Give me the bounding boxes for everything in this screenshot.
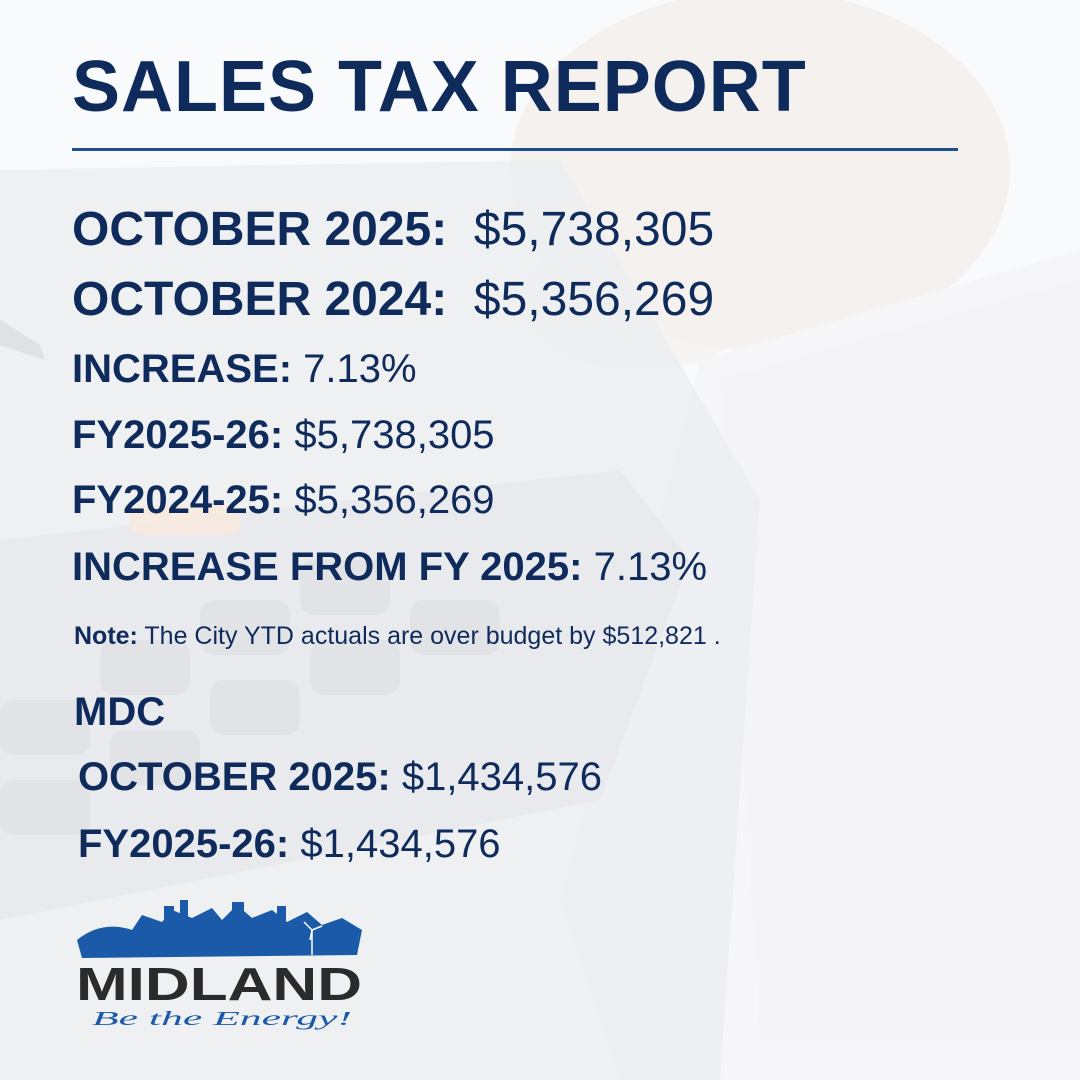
city-row-increase: INCREASE: 7.13%: [72, 347, 417, 392]
row-label: OCTOBER 2025:: [72, 203, 448, 256]
row-value: $1,434,576: [401, 755, 603, 799]
note-text: The City YTD actuals are over budget by …: [144, 622, 721, 650]
city-row-fy2025-26: FY2025-26: $5,738,305: [72, 413, 495, 458]
page-title: SALES TAX REPORT: [72, 47, 807, 127]
row-value: 7.13%: [303, 347, 417, 391]
city-row-increase-from-fy: INCREASE FROM FY 2025: 7.13%: [72, 545, 707, 590]
midland-logo: MIDLAND Be the Energy!: [76, 900, 362, 1030]
row-label: FY2024-25:: [72, 478, 284, 522]
budget-note: Note: The City YTD actuals are over budg…: [74, 622, 721, 651]
row-value: $5,356,269: [294, 478, 495, 522]
mdc-row-october-2025: OCTOBER 2025: $1,434,576: [78, 755, 602, 800]
row-value: $1,434,576: [300, 822, 501, 866]
city-row-october-2025: OCTOBER 2025: $5,738,305: [72, 202, 714, 257]
note-label: Note:: [74, 622, 138, 650]
row-label: OCTOBER 2025:: [78, 755, 391, 799]
row-value: $5,738,305: [294, 413, 495, 457]
row-value: $5,738,305: [473, 203, 715, 256]
row-label: FY2025-26:: [78, 822, 290, 866]
row-label: INCREASE:: [72, 347, 293, 391]
logo-wordmark: MIDLAND: [76, 958, 362, 1010]
city-row-october-2024: OCTOBER 2024: $5,356,269: [72, 272, 714, 327]
logo-tagline: Be the Energy!: [92, 1008, 352, 1030]
row-label: INCREASE FROM FY 2025:: [72, 545, 583, 589]
mdc-heading-text: MDC: [74, 690, 166, 734]
mdc-row-fy2025-26: FY2025-26: $1,434,576: [78, 822, 501, 867]
title-divider: [72, 148, 958, 151]
row-value: $5,356,269: [473, 273, 715, 326]
row-value: 7.13%: [593, 545, 708, 589]
mdc-heading: MDC: [74, 690, 165, 735]
city-row-fy2024-25: FY2024-25: $5,356,269: [72, 478, 495, 523]
row-label: FY2025-26:: [72, 413, 284, 457]
row-label: OCTOBER 2024:: [72, 273, 448, 326]
